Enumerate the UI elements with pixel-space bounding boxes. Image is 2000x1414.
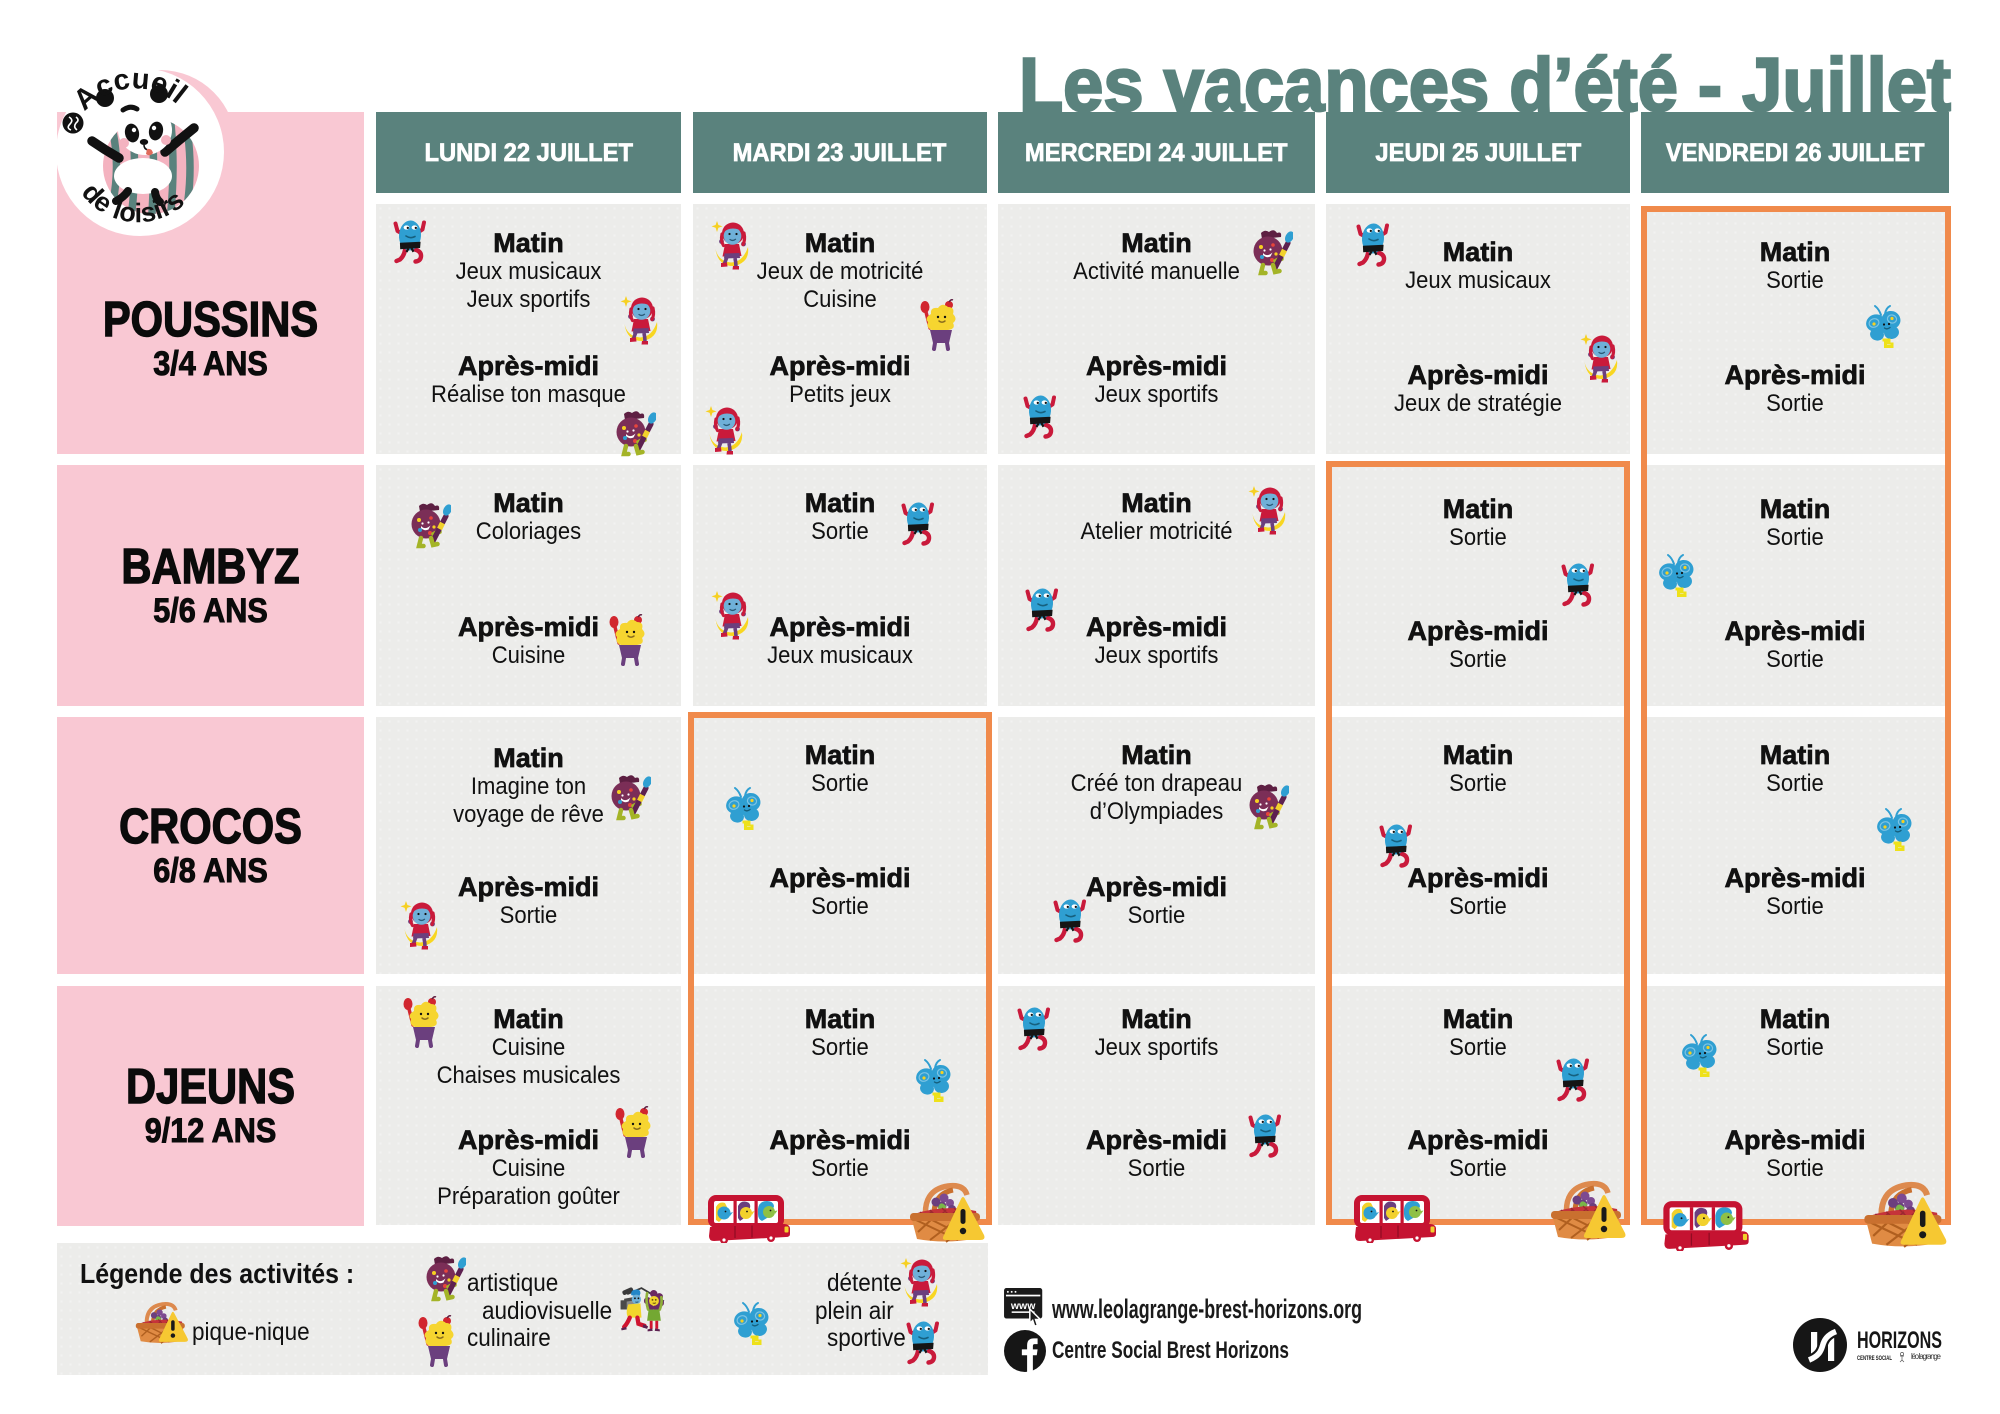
svg-text:CENTRE SOCIAL: CENTRE SOCIAL [1857, 1355, 1892, 1362]
svg-text:HORIZONS: HORIZONS [1857, 1327, 1942, 1354]
svg-text:www.leolagrange-brest-horizons: www.leolagrange-brest-horizons.org [1051, 1294, 1362, 1324]
svg-text:léo lagrange: léo lagrange [1911, 1352, 1942, 1361]
svg-text:Centre Social Brest Horizons: Centre Social Brest Horizons [1052, 1337, 1289, 1364]
